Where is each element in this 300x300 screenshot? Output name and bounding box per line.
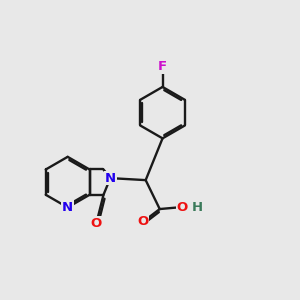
Text: N: N [62,201,73,214]
Text: N: N [105,172,116,184]
Text: O: O [91,217,102,230]
Text: O: O [137,215,148,228]
Text: H: H [191,200,203,214]
Text: O: O [177,200,188,214]
Text: F: F [158,60,167,74]
